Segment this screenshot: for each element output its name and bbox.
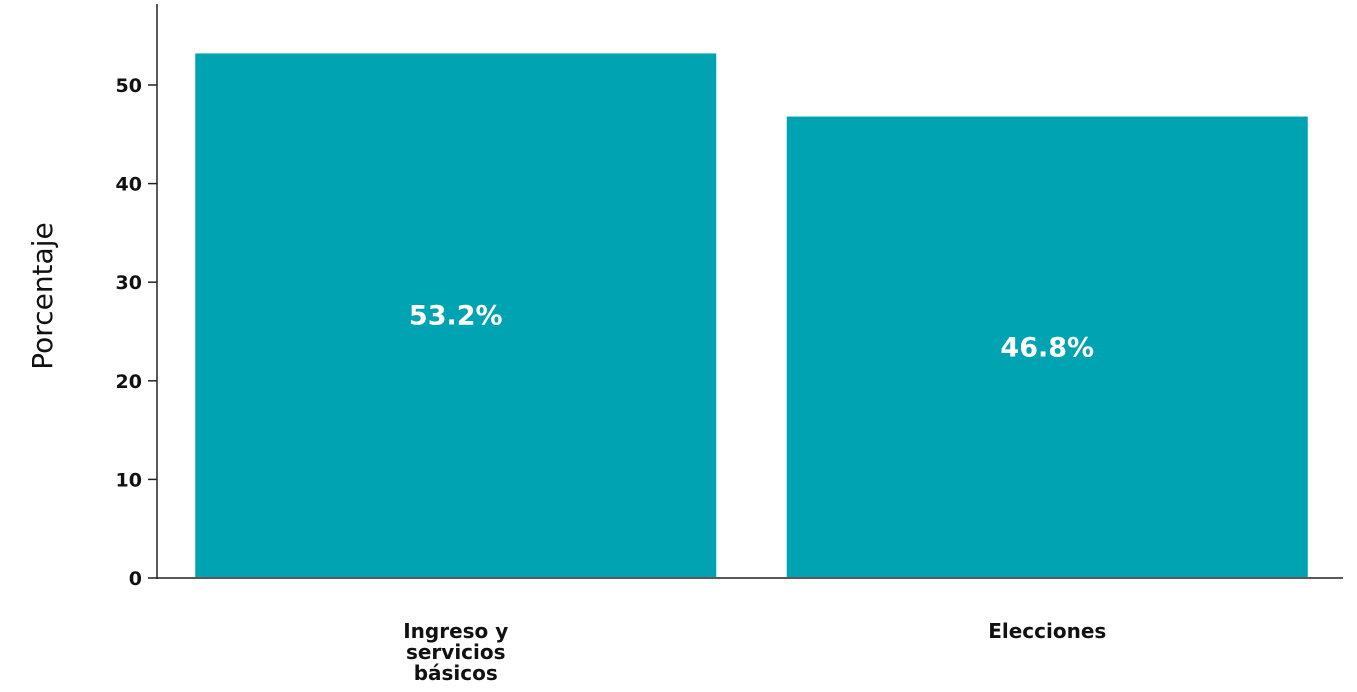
y-axis-label: Porcentaje (26, 222, 59, 369)
bar-value-label: 46.8% (1000, 332, 1094, 363)
x-category-label: Elecciones (988, 619, 1106, 643)
x-category-label: servicios (406, 640, 506, 664)
y-tick-label: 50 (116, 75, 142, 97)
y-tick-label: 30 (116, 272, 142, 294)
bars: 53.2% 46.8% (195, 53, 1308, 577)
bar (195, 53, 717, 577)
x-category-label: Ingreso y (403, 619, 508, 643)
y-tick-label: 0 (129, 568, 142, 590)
y-axis: 0 10 20 30 40 50 (116, 3, 158, 590)
y-tick-label: 20 (116, 371, 142, 393)
y-tick-label: 10 (116, 469, 142, 491)
y-tick-label: 40 (116, 174, 142, 196)
bar (786, 116, 1308, 577)
bar-value-label: 53.2% (409, 301, 503, 332)
x-category-label: básicos (414, 661, 498, 685)
